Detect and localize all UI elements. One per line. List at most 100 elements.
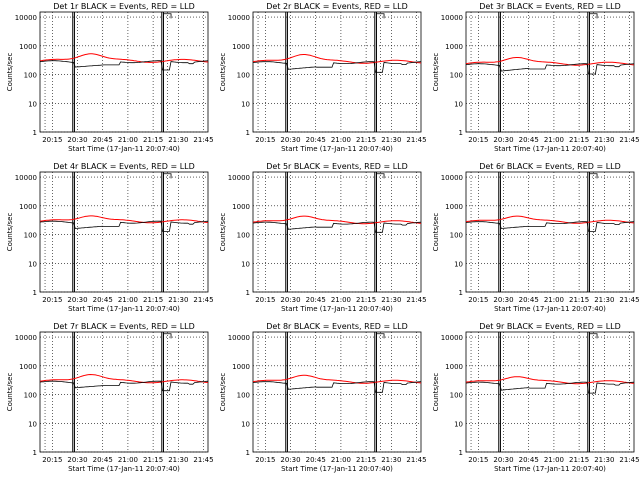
x-axis-label: Start Time (17-Jan-11 20:07:40) [494,145,606,153]
x-tick-label: 21:15 [569,136,589,144]
x-tick-label: 21:00 [331,136,351,144]
x-axis-label: Start Time (17-Jan-11 20:07:40) [68,305,180,313]
panel-title: Det 4r BLACK = Events, RED = LLD [53,162,195,171]
event-marker [376,13,385,19]
y-axis-label: Counts/sec [219,53,227,92]
x-tick-label: 20:30 [493,136,513,144]
x-tick-label: 20:30 [280,296,300,304]
x-axis-label: Start Time (17-Jan-11 20:07:40) [68,145,180,153]
x-tick-label: 21:00 [331,296,351,304]
x-axis-label: Start Time (17-Jan-11 20:07:40) [494,305,606,313]
y-tick-label: 10 [241,420,250,428]
x-tick-label: 20:15 [255,296,275,304]
panel-title: Det 9r BLACK = Events, RED = LLD [479,322,621,331]
lld-series-line [465,57,635,66]
x-tick-label: 20:15 [42,136,62,144]
y-tick-label: 1000 [232,43,250,51]
x-tick-label: 21:00 [544,296,564,304]
y-tick-label: 100 [237,392,250,400]
x-tick-label: 20:45 [519,296,539,304]
lld-series-line [39,373,209,384]
x-tick-label: 21:30 [168,456,188,464]
detector-panel: Det 8r BLACK = Events, RED = LLD 20:15 20:… [219,322,427,473]
panel-frame [465,171,635,293]
lld-series-line [39,215,209,224]
y-axis-label: Counts/sec [432,373,440,412]
event-marker [589,333,598,339]
y-tick-label: 1 [246,449,250,457]
y-tick-label: 10 [454,260,463,268]
x-tick-label: 20:15 [255,136,275,144]
y-tick-label: 100 [24,72,37,80]
x-tick-label: 21:45 [406,296,426,304]
x-tick-label: 21:30 [381,456,401,464]
panel-frame [465,11,635,133]
event-marker [376,333,385,339]
x-tick-label: 20:30 [493,456,513,464]
x-axis-label: Start Time (17-Jan-11 20:07:40) [281,145,393,153]
x-axis-label: Start Time (17-Jan-11 20:07:40) [494,465,606,473]
y-tick-label: 1 [459,289,463,297]
y-tick-label: 1 [33,129,37,137]
y-tick-label: 1000 [19,363,37,371]
y-tick-label: 100 [237,72,250,80]
x-tick-label: 21:00 [544,456,564,464]
x-tick-label: 20:30 [67,456,87,464]
x-tick-label: 20:30 [280,456,300,464]
y-tick-label: 1 [246,129,250,137]
detector-panel: Det 7r BLACK = Events, RED = LLD 20:15 20:… [6,322,214,473]
lld-series-line [465,215,635,224]
y-axis-label: Counts/sec [432,53,440,92]
y-tick-label: 1 [459,129,463,137]
lld-series-line [39,53,209,63]
panel-frame [252,171,422,293]
x-tick-label: 20:30 [280,136,300,144]
panel-frame [39,331,209,453]
detector-panel: Det 4r BLACK = Events, RED = LLD 20:15 20:… [6,162,214,313]
y-tick-label: 10000 [441,174,463,182]
x-tick-label: 20:15 [468,456,488,464]
x-tick-label: 21:30 [168,296,188,304]
event-marker [589,13,598,19]
x-tick-label: 21:15 [569,456,589,464]
x-tick-label: 20:30 [67,136,87,144]
x-tick-label: 21:45 [406,456,426,464]
y-tick-label: 1000 [19,43,37,51]
y-tick-label: 10 [28,260,37,268]
detector-panel: Det 2r BLACK = Events, RED = LLD 20:15 20:… [219,2,427,153]
x-tick-label: 21:00 [544,136,564,144]
x-tick-label: 21:45 [619,296,639,304]
y-tick-label: 100 [237,232,250,240]
y-tick-label: 1000 [445,203,463,211]
x-tick-label: 21:30 [381,296,401,304]
y-axis-label: Counts/sec [6,213,14,252]
y-tick-label: 1000 [232,203,250,211]
x-tick-label: 21:15 [356,136,376,144]
panel-title: Det 3r BLACK = Events, RED = LLD [479,2,621,11]
x-tick-label: 20:45 [519,136,539,144]
y-tick-label: 10000 [228,174,250,182]
x-tick-label: 20:15 [255,456,275,464]
y-tick-label: 1000 [445,43,463,51]
x-axis-label: Start Time (17-Jan-11 20:07:40) [68,465,180,473]
y-tick-label: 100 [450,72,463,80]
x-axis-label: Start Time (17-Jan-11 20:07:40) [281,305,393,313]
x-tick-label: 20:45 [519,456,539,464]
detector-panel: Det 9r BLACK = Events, RED = LLD 20:15 20:… [432,322,640,473]
events-series-line [465,381,635,394]
x-tick-label: 21:30 [381,136,401,144]
lld-series-line [252,215,422,225]
y-tick-label: 10 [454,100,463,108]
x-tick-label: 20:45 [93,136,113,144]
y-axis-label: Counts/sec [6,373,14,412]
panel-title: Det 7r BLACK = Events, RED = LLD [53,322,195,331]
x-tick-label: 21:45 [619,456,639,464]
panel-frame [39,171,209,293]
x-tick-label: 20:15 [42,296,62,304]
y-axis-label: Counts/sec [6,53,14,92]
lld-series-line [252,54,422,64]
x-tick-label: 20:15 [468,136,488,144]
y-tick-label: 10000 [228,14,250,22]
y-axis-label: Counts/sec [219,213,227,252]
